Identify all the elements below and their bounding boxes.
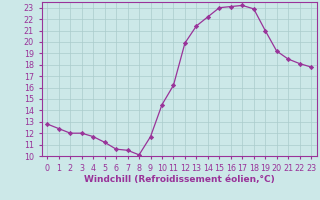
- X-axis label: Windchill (Refroidissement éolien,°C): Windchill (Refroidissement éolien,°C): [84, 175, 275, 184]
